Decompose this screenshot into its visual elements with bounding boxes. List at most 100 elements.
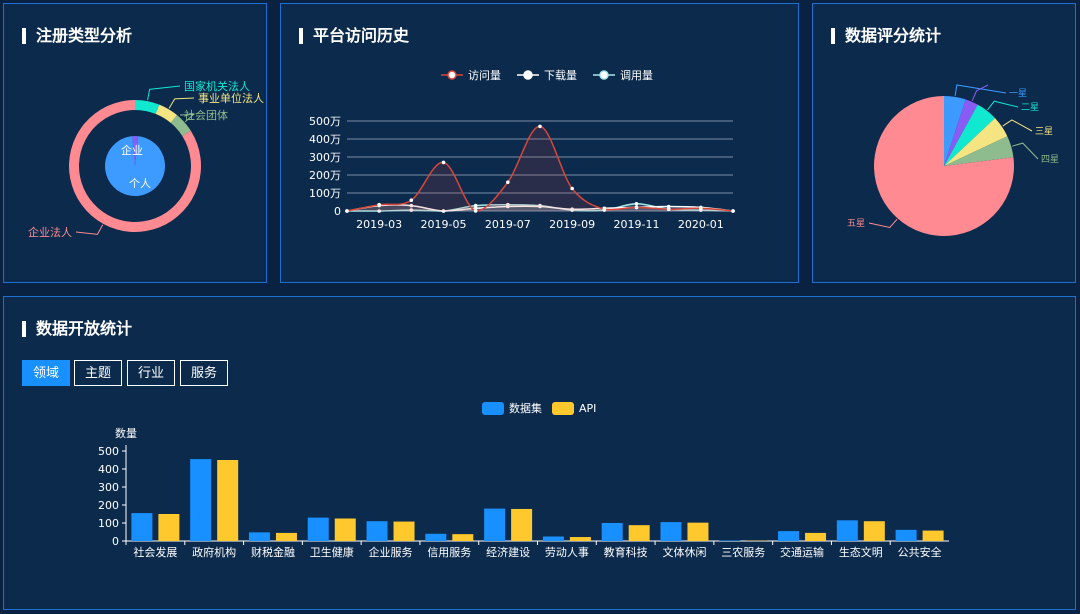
registration-slice-label: 国家机关法人	[184, 79, 250, 93]
series-area	[347, 126, 733, 211]
x-tick-label: 劳动人事	[545, 546, 589, 559]
x-tick-label: 2019-05	[421, 218, 467, 231]
legend-marker	[447, 70, 457, 80]
bar	[601, 523, 623, 541]
legend-label: 访问量	[468, 69, 501, 82]
open-data-panel: 数据开放统计 领域 主题 行业 服务 0 100 200 300 400 500 数量 社会发…	[3, 296, 1076, 610]
data-point	[570, 186, 574, 191]
rating-slice-label: 三星	[1035, 126, 1053, 137]
data-point	[377, 202, 381, 207]
x-tick-label: 文体休闲	[662, 545, 706, 559]
y-tick-label: 300	[98, 481, 119, 494]
bar	[334, 518, 356, 541]
rating-leader-line	[1012, 142, 1039, 160]
rating-leader-line	[954, 84, 1007, 96]
rating-slice-label: 四星	[1041, 154, 1059, 165]
rating-slice-label: 一星	[1009, 88, 1027, 99]
legend-marker	[523, 70, 533, 80]
x-tick-label: 2019-09	[549, 218, 595, 231]
x-tick-label: 社会发展	[133, 545, 177, 559]
rating-leader-line	[971, 84, 989, 102]
rating-slice	[944, 104, 996, 166]
bar	[778, 531, 800, 541]
registration-inner-label: 个人	[129, 177, 151, 190]
rating-leader-line	[868, 218, 898, 229]
bar	[542, 536, 564, 541]
x-tick-label: 交通运输	[780, 545, 824, 559]
rating-leader-line	[987, 100, 1019, 111]
data-point	[634, 205, 639, 210]
bar	[190, 459, 212, 541]
legend-label: 数据集	[509, 401, 542, 415]
x-tick-label: 信用服务	[427, 546, 471, 559]
bar	[307, 517, 329, 541]
data-point	[441, 209, 446, 213]
registration-inner-label: 企业	[121, 143, 143, 157]
data-point	[409, 198, 414, 202]
tab-service[interactable]: 服务	[180, 360, 229, 386]
registration-slice	[135, 100, 160, 114]
y-axis-label: 数量	[115, 427, 137, 440]
x-tick-label: 企业服务	[369, 545, 413, 559]
rating-slice-label: 二星	[1021, 102, 1039, 113]
data-point	[473, 203, 478, 208]
y-tick-label: 300万	[309, 151, 341, 164]
rating-slice	[874, 96, 1014, 236]
data-point	[538, 124, 542, 129]
registration-slice-label: 企业法人	[28, 225, 72, 239]
data-point	[699, 206, 703, 211]
data-point	[409, 208, 414, 212]
visits-title: 平台访问历史	[299, 26, 409, 46]
data-point	[731, 209, 735, 213]
bar	[366, 521, 388, 541]
registration-leader-line	[147, 85, 181, 101]
legend-label: 调用量	[620, 69, 653, 82]
tab-topic[interactable]: 主题	[74, 360, 123, 386]
bar	[217, 460, 239, 541]
bar	[131, 513, 153, 541]
y-tick-label: 400万	[309, 133, 341, 146]
y-tick-label: 500万	[309, 115, 341, 128]
tab-industry[interactable]: 行业	[127, 360, 176, 386]
legend-label: API	[579, 402, 596, 415]
data-point	[441, 160, 446, 165]
open-data-title: 数据开放统计	[22, 319, 132, 339]
registration-leader-line	[168, 97, 195, 109]
registration-title: 注册类型分析	[22, 26, 132, 46]
rating-slice	[944, 136, 1014, 166]
legend-marker	[599, 70, 609, 80]
x-tick-label: 财税金融	[251, 545, 295, 559]
data-point	[570, 207, 574, 211]
rating-leader-line	[1002, 119, 1033, 132]
bar	[158, 514, 180, 541]
y-tick-label: 100	[98, 517, 119, 530]
data-point	[345, 209, 349, 213]
y-tick-label: 400	[98, 463, 119, 476]
rating-title: 数据评分统计	[831, 26, 941, 46]
x-tick-label: 三农服务	[721, 545, 765, 559]
x-tick-label: 2019-03	[356, 218, 402, 231]
rating-panel: 数据评分统计 一星 二星 三星 四星 五星	[812, 3, 1076, 283]
x-tick-label: 生态文明	[839, 545, 883, 559]
bar	[863, 521, 885, 541]
bar	[452, 534, 474, 541]
rating-slice	[944, 99, 978, 166]
visits-line-chart: 0 100万 200万 300万 400万 500万 2019-03 2019-05 2019-…	[309, 69, 735, 231]
y-tick-label: 0	[112, 535, 119, 548]
x-tick-label: 2019-07	[485, 218, 531, 231]
registration-slice	[155, 104, 178, 123]
data-point	[602, 207, 607, 211]
bar	[484, 508, 506, 541]
data-point	[666, 204, 671, 209]
data-point	[634, 202, 639, 206]
data-point	[506, 204, 510, 209]
registration-leader-line	[75, 224, 104, 235]
registration-leader-line	[179, 113, 195, 123]
tab-domain[interactable]: 领域	[22, 360, 71, 386]
data-point	[473, 209, 478, 213]
bar	[628, 525, 650, 541]
bar	[687, 522, 709, 541]
registration-slice-label: 社会团体	[184, 108, 228, 122]
x-tick-label: 公共安全	[898, 545, 942, 559]
